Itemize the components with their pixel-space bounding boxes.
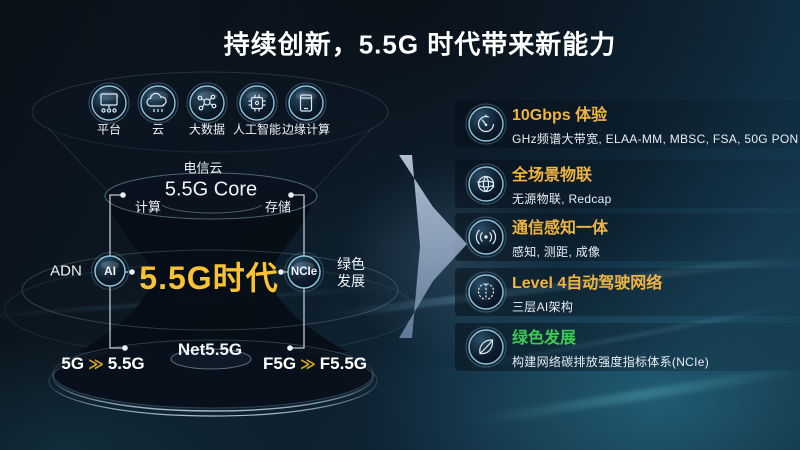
bigdata-icon <box>186 82 228 124</box>
double-chevron-icon: ≫ <box>300 356 316 373</box>
evolution-right-from: F5G <box>262 354 297 373</box>
capability-item: 10Gbps 体验 GHz频谱大带宽, ELAA-MM, MBSC, FSA, … <box>512 101 800 147</box>
era-title: 5.5G时代 <box>139 260 279 296</box>
capability-desc: 三层AI架构 <box>512 300 574 314</box>
ncie-badge-circle <box>284 252 324 292</box>
top-icon-label-cloud: 云 <box>151 122 165 137</box>
top-icon-label-edge: 边缘计算 <box>281 122 331 137</box>
capability-title: 10Gbps 体验 <box>512 107 608 124</box>
top-icon-label-bigdata: 大数据 <box>188 122 226 137</box>
evolution-left-from: 5G <box>61 354 85 373</box>
capability-item: Level 4自动驾驶网络 三层AI架构 <box>512 269 662 315</box>
capability-desc: GHz频谱大带宽, ELAA-MM, MBSC, FSA, 50G PON … <box>512 132 800 146</box>
top-icon-label-platform: 平台 <box>96 122 122 137</box>
adn-label: ADN <box>50 262 82 280</box>
compute-label: 计算 <box>134 199 162 215</box>
capability-item: 绿色发展 构建网络碳排放强度指标体系(NCIe) <box>512 324 709 370</box>
capability-desc: 构建网络碳排放强度指标体系(NCIe) <box>512 355 710 369</box>
green-dev-label-line2: 发展 <box>337 273 365 289</box>
edge-computing-icon <box>285 82 327 124</box>
top-icon-buttons <box>88 82 327 124</box>
core-label: 5.5G Core <box>164 178 258 201</box>
top-icon-label-ai: 人工智能 <box>232 122 282 137</box>
capability-title: 通信感知一体 <box>512 220 609 237</box>
capability-desc: 感知, 测距, 成像 <box>512 245 601 259</box>
evolution-left: 5G ≫ 5.5G <box>61 354 144 374</box>
ai-chip-icon <box>236 82 278 124</box>
autonomous-driving-icon <box>465 271 507 313</box>
capability-band <box>455 268 800 316</box>
capability-band <box>455 213 800 261</box>
evolution-right-to: F5.5G <box>319 354 368 373</box>
sensing-icon <box>465 216 507 258</box>
evolution-left-to: 5.5G <box>107 354 145 373</box>
platform-icon <box>88 82 130 124</box>
capability-item: 全场景物联 无源物联, Redcap <box>512 161 612 207</box>
capability-title: 绿色发展 <box>512 330 577 347</box>
net-label: Net5.5G <box>177 340 243 359</box>
capability-icon-buttons <box>465 103 507 368</box>
double-chevron-icon: ≫ <box>88 356 104 373</box>
transition-arrow-icon <box>399 155 467 338</box>
connector-lines <box>109 192 305 351</box>
capability-title: Level 4自动驾驶网络 <box>512 275 663 292</box>
gauge-icon <box>465 103 507 145</box>
ncie-badge: NCIe <box>290 266 318 278</box>
capability-title: 全场景物联 <box>512 167 593 184</box>
capability-item: 通信感知一体 感知, 测距, 成像 <box>512 214 608 260</box>
telecom-cloud-label: 电信云 <box>183 160 223 176</box>
capability-band <box>455 323 800 371</box>
slide-title: 持续创新，5.5G 时代带来新能力 <box>223 29 617 60</box>
green-leaf-icon <box>465 326 507 368</box>
iot-globe-icon <box>465 163 507 205</box>
green-dev-label-line1: 绿色 <box>337 256 365 272</box>
cloud-icon <box>137 82 179 124</box>
capability-band <box>455 160 800 208</box>
capability-desc: 无源物联, Redcap <box>512 192 612 206</box>
ai-badge-circle <box>91 252 129 290</box>
evolution-right: F5G ≫ F5.5G <box>263 354 367 374</box>
storage-label: 存储 <box>264 199 292 215</box>
ai-badge: AI <box>104 264 116 278</box>
capability-band <box>455 100 800 148</box>
